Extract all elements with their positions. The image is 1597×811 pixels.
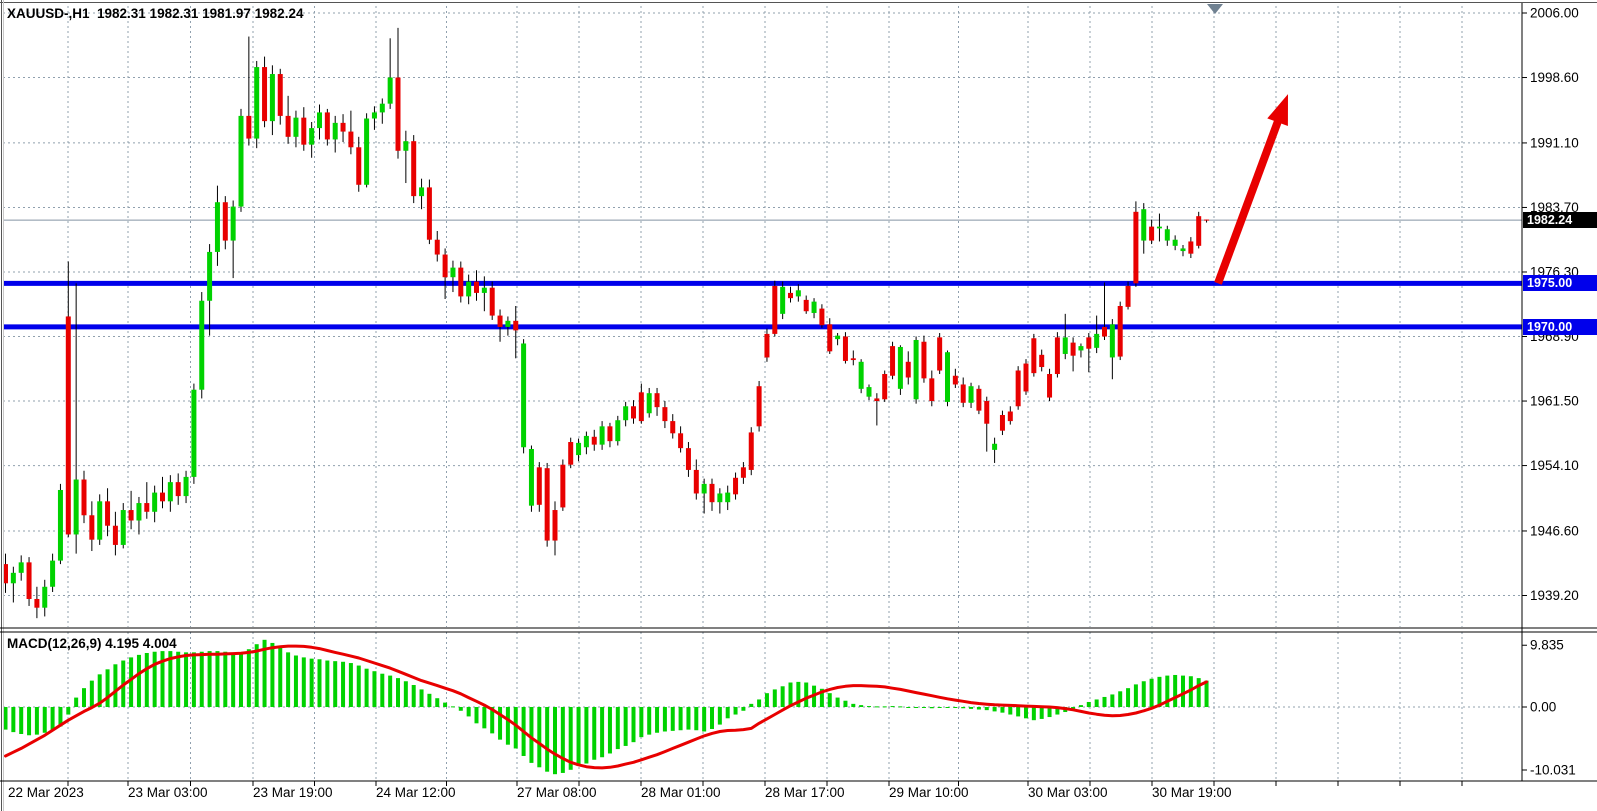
macd-signal-line [4,644,1208,770]
svg-text:24 Mar 12:00: 24 Mar 12:00 [376,785,456,800]
svg-text:22 Mar 2023: 22 Mar 2023 [8,785,84,800]
chart-shift-marker-icon[interactable] [1207,4,1223,14]
chart-title-ohlc: XAUUSD-,H1 1982.31 1982.31 1981.97 1982.… [7,6,304,21]
grid-vertical [67,6,1463,627]
macd-histogram [3,639,1209,775]
price-pane[interactable] [3,4,1522,627]
svg-text:1983.70: 1983.70 [1530,200,1579,215]
svg-text:1998.60: 1998.60 [1530,70,1579,85]
svg-text:30 Mar 19:00: 30 Mar 19:00 [1152,785,1232,800]
macd-indicator-label: MACD(12,26,9) 4.195 4.004 [7,636,177,651]
svg-text:23 Mar 03:00: 23 Mar 03:00 [128,785,208,800]
current-price-box: 1982.24 [1523,212,1597,229]
svg-text:1961.50: 1961.50 [1530,394,1579,409]
svg-text:1954.10: 1954.10 [1530,458,1579,473]
svg-text:29 Mar 10:00: 29 Mar 10:00 [889,785,969,800]
support-resistance-lines[interactable] [3,280,1522,330]
svg-text:0.00: 0.00 [1530,700,1556,715]
candles [3,27,1210,619]
svg-text:1946.60: 1946.60 [1530,523,1579,538]
svg-text:27 Mar 08:00: 27 Mar 08:00 [517,785,597,800]
time-axis[interactable]: 22 Mar 2023 23 Mar 03:00 23 Mar 19:00 24 Ma… [8,781,1463,800]
svg-text:-10.031: -10.031 [1530,762,1576,777]
price-axis[interactable]: 2006.001998.601991.101983.701976.301968.… [1522,6,1579,778]
svg-text:1991.10: 1991.10 [1530,135,1579,150]
svg-text:2006.00: 2006.00 [1530,6,1579,21]
level-box-1: 1970.00 [1523,318,1597,335]
svg-text:28 Mar 01:00: 28 Mar 01:00 [641,785,721,800]
svg-text:1939.20: 1939.20 [1530,588,1579,603]
level-box-0: 1975.00 [1523,275,1597,292]
macd-grid [3,632,1522,781]
macd-pane[interactable] [3,632,1522,781]
svg-text:23 Mar 19:00: 23 Mar 19:00 [253,785,333,800]
trend-arrow[interactable] [1214,94,1288,285]
svg-text:28 Mar 17:00: 28 Mar 17:00 [765,785,845,800]
grid-horizontal [3,12,1522,596]
svg-text:9.835: 9.835 [1530,638,1564,653]
svg-text:30 Mar 03:00: 30 Mar 03:00 [1028,785,1108,800]
